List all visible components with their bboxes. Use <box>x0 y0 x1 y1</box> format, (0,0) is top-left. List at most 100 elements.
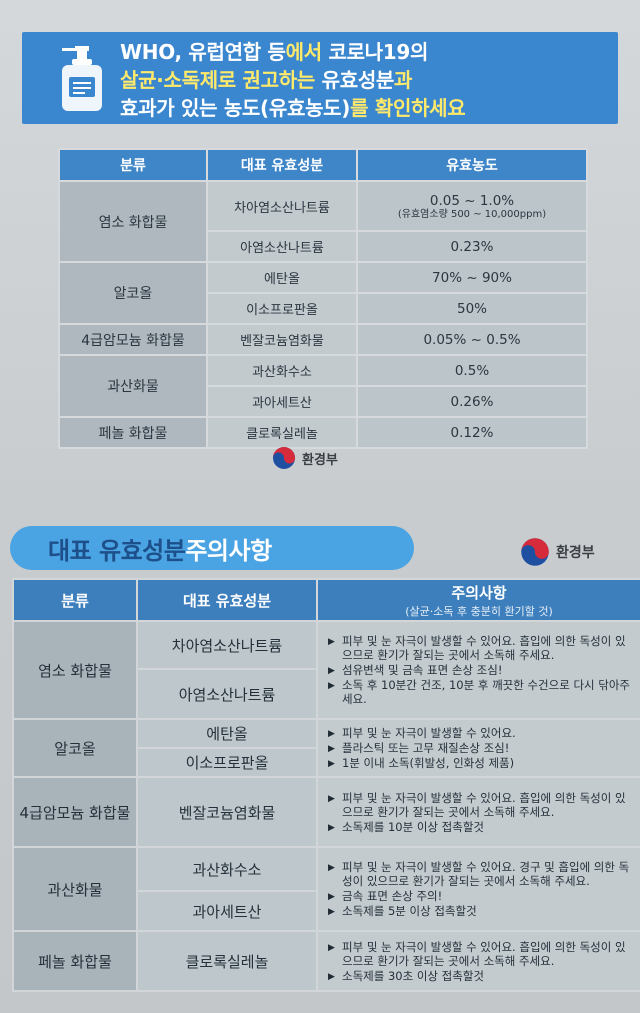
table-row: 페놀 화합물 클로록실레놀 ▶ 피부 및 눈 자극이 발생할 수 있어요. 흡입에… <box>12 930 640 992</box>
t2-header-caution-title: 주의사항 <box>451 583 507 602</box>
taegeuk-logo-icon <box>521 538 549 566</box>
t2-component: 벤잘코늄염화물 <box>136 776 318 848</box>
banner-line3-b: 를 확인하세요 <box>350 96 466 120</box>
t2-category: 알코올 <box>12 718 138 778</box>
banner-line2-c: 과 <box>394 68 413 92</box>
bullet-triangle-icon: ▶ <box>328 729 335 739</box>
t2-component: 과아세트산 <box>136 890 318 932</box>
t1-concentration: 0.5% <box>356 354 588 387</box>
t2-header-caution: 주의사항 (살균·소독 후 충분히 환기할 것) <box>316 578 640 622</box>
t2-category: 4급암모늄 화합물 <box>12 776 138 848</box>
t1-component: 클로록실레놀 <box>206 416 358 449</box>
t1-concentration-value: 0.05 ~ 1.0% <box>429 192 515 209</box>
t1-concentration: 0.12% <box>356 416 588 449</box>
t2-category: 과산화물 <box>12 846 138 932</box>
taegeuk-logo-icon <box>273 447 295 469</box>
bullet-triangle-icon: ▶ <box>328 892 335 902</box>
t1-category: 염소 화합물 <box>58 180 208 263</box>
t2-component: 에탄올 <box>136 718 318 749</box>
t1-category: 4급암모늄 화합물 <box>58 323 208 356</box>
t1-header-category: 분류 <box>58 148 208 182</box>
table-row: 과산화물 과산화수소 0.5% <box>58 354 588 418</box>
t2-caution: ▶ 피부 및 눈 자극이 발생할 수 있어요. 흡입에 의한 독성이 있으므로 환… <box>316 930 640 992</box>
t2-component: 아염소산나트륨 <box>136 668 318 720</box>
table-row: 염소 화합물 차아염소산나트륨 ▶ 피부 및 눈 자극이 발생할 수 있어요. 흡… <box>12 620 640 720</box>
t2-component: 과산화수소 <box>136 846 318 892</box>
t2-header-category: 분류 <box>12 578 138 622</box>
banner-line2-b: 유효성분 <box>321 68 395 92</box>
header-banner: WHO, 유럽연합 등에서 코로나19의 살균·소독제로 권고하는 유효성분과 … <box>22 32 618 124</box>
table-row: 과산화물 과산화수소 ▶ 피부 및 눈 자극이 발생할 수 있어요. 경구 및 흡… <box>12 846 640 932</box>
bullet-triangle-icon: ▶ <box>328 942 335 953</box>
ministry-logo-top: 환경부 <box>272 446 338 470</box>
t1-component: 차아염소산나트륨 <box>206 180 358 232</box>
bullet-triangle-icon: ▶ <box>328 744 335 754</box>
t1-concentration: 70% ~ 90% <box>356 261 588 294</box>
t2-header-component: 대표 유효성분 <box>136 578 318 622</box>
t1-header-component: 대표 유효성분 <box>206 148 358 182</box>
banner-line2-a: 살균·소독제로 권고하는 <box>120 68 322 92</box>
section-title: 대표 유효성분 주의사항 <box>10 526 414 570</box>
caution-text: 소독제를 5분 이상 접촉할것 <box>342 904 477 918</box>
caution-table: 분류 대표 유효성분 주의사항 (살균·소독 후 충분히 환기할 것) 염소 화… <box>12 578 640 992</box>
table-row: 이소프로판올 <box>13 747 640 778</box>
caution-text: 금속 표면 손상 주의! <box>342 889 443 903</box>
ministry-name: 환경부 <box>302 452 338 468</box>
t2-caution: ▶ 피부 및 눈 자극이 발생할 수 있어요. ▶ 플라스틱 또는 고무 재질손상 … <box>316 718 640 778</box>
table-row: 페놀 화합물 클로록실레놀 0.12% <box>58 416 588 449</box>
t1-category: 페놀 화합물 <box>58 416 208 449</box>
table-row: 이소프로판올 50% <box>59 292 588 325</box>
t1-concentration-note: (유효염소량 500 ~ 10,000ppm) <box>397 208 547 220</box>
banner-headline: WHO, 유럽연합 등에서 코로나19의 살균·소독제로 권고하는 유효성분과 … <box>120 38 610 122</box>
banner-line1-c: 코로나19의 <box>328 40 429 64</box>
banner-line1-a: WHO, 유럽연합 등 <box>120 40 286 64</box>
banner-line3-a: 효과가 있는 농도(유효농도) <box>120 96 351 120</box>
t2-category: 페놀 화합물 <box>12 930 138 992</box>
caution-text: 피부 및 눈 자극이 발생할 수 있어요. 흡입에 의한 독성이 있으므로 환기… <box>342 634 626 662</box>
caution-text: 피부 및 눈 자극이 발생할 수 있어요. 흡입에 의한 독성이 있으므로 환기… <box>342 939 626 968</box>
bullet-triangle-icon: ▶ <box>328 637 335 647</box>
bullet-triangle-icon: ▶ <box>328 666 335 676</box>
table-row: 아염소산나트륨 <box>13 668 640 720</box>
t2-header-caution-sub: (살균·소독 후 충분히 환기할 것) <box>405 604 553 618</box>
section-title-b: 주의사항 <box>185 536 272 565</box>
t1-concentration: 0.23% <box>356 230 588 263</box>
bullet-triangle-icon: ▶ <box>328 822 335 833</box>
t1-concentration: 0.05 ~ 1.0% (유효염소량 500 ~ 10,000ppm) <box>356 180 588 232</box>
t1-concentration: 50% <box>356 292 588 325</box>
t1-component: 과아세트산 <box>206 385 358 418</box>
t1-concentration: 0.26% <box>356 385 588 418</box>
caution-text: 소독제를 30초 이상 접촉할것 <box>342 968 484 983</box>
t2-component: 이소프로판올 <box>136 747 318 778</box>
caution-text: 피부 및 눈 자극이 발생할 수 있어요. 경구 및 흡입에 의한 독성이 있으… <box>342 860 630 888</box>
table-row: 4급암모늄 화합물 벤잘코늄염화물 0.05% ~ 0.5% <box>58 323 588 356</box>
t1-category: 알코올 <box>58 261 208 325</box>
caution-text: 피부 및 눈 자극이 발생할 수 있어요. 흡입에 의한 독성이 있으므로 환기… <box>342 790 626 819</box>
t1-category: 과산화물 <box>58 354 208 418</box>
ministry-name: 환경부 <box>556 545 595 561</box>
t1-concentration: 0.05% ~ 0.5% <box>356 323 588 356</box>
t1-component: 에탄올 <box>206 261 358 294</box>
table-row: 알코올 에탄올 ▶ 피부 및 눈 자극이 발생할 수 있어요. ▶ 플라스틱 또는 … <box>12 718 640 778</box>
sanitizer-bottle-icon <box>62 46 102 111</box>
t2-component: 차아염소산나트륨 <box>136 620 318 670</box>
table-row: 알코올 에탄올 70% ~ 90% <box>58 261 588 325</box>
t2-caution: ▶ 피부 및 눈 자극이 발생할 수 있어요. 흡입에 의한 독성이 있으므로 환… <box>316 620 640 720</box>
table-row: 아염소산나트륨 0.23% <box>59 230 588 263</box>
caution-text: 섬유변색 및 금속 표면 손상 조심! <box>342 663 503 677</box>
caution-text: 소독제를 10분 이상 접촉할것 <box>342 819 484 834</box>
t2-caution: ▶ 피부 및 눈 자극이 발생할 수 있어요. 흡입에 의한 독성이 있으므로 환… <box>316 776 640 848</box>
table-row: 염소 화합물 차아염소산나트륨 0.05 ~ 1.0% (유효염소량 500 ~… <box>58 180 588 263</box>
bullet-triangle-icon: ▶ <box>328 971 335 982</box>
table-row: 과아세트산 0.26% <box>59 385 588 418</box>
table-row: 과아세트산 <box>13 890 640 932</box>
bullet-triangle-icon: ▶ <box>328 863 335 873</box>
section-title-a: 대표 유효성분 <box>48 536 186 565</box>
bullet-triangle-icon: ▶ <box>328 681 335 691</box>
t1-component: 과산화수소 <box>206 354 358 387</box>
t2-category: 염소 화합물 <box>12 620 138 720</box>
table-row: 4급암모늄 화합물 벤잘코늄염화물 ▶ 피부 및 눈 자극이 발생할 수 있어요.… <box>12 776 640 848</box>
caution-text: 플라스틱 또는 고무 재질손상 조심! <box>342 741 510 755</box>
banner-line1-b: 에서 <box>285 40 329 64</box>
